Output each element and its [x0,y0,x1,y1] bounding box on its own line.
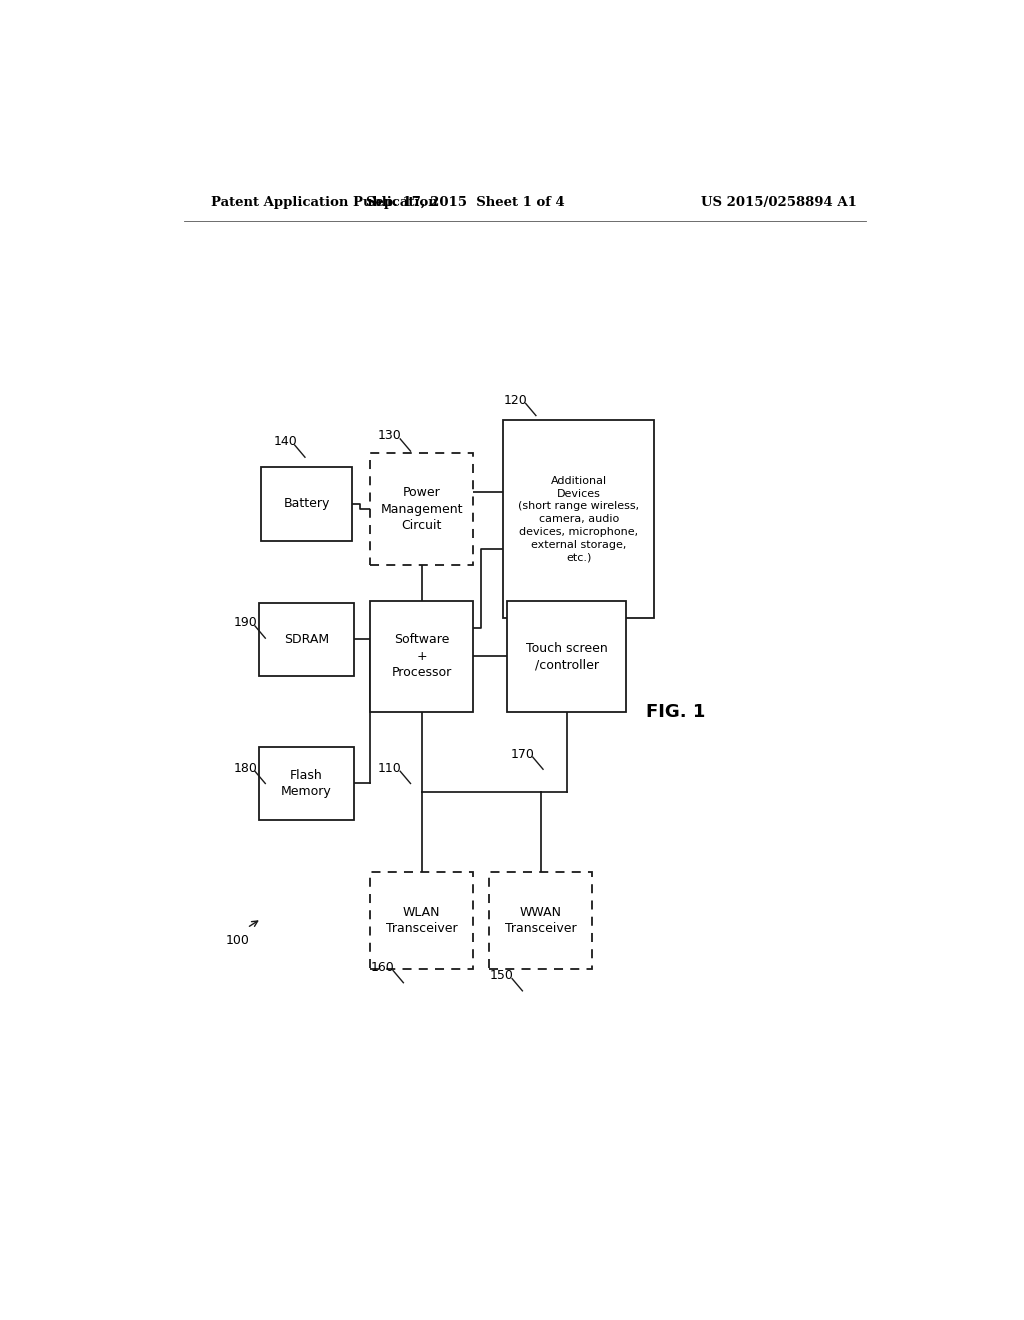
Text: Flash
Memory: Flash Memory [282,768,332,799]
Text: Additional
Devices
(short range wireless,
camera, audio
devices, microphone,
ext: Additional Devices (short range wireless… [518,475,639,562]
Text: 100: 100 [225,933,250,946]
FancyBboxPatch shape [504,420,654,618]
FancyBboxPatch shape [370,601,473,713]
Text: 160: 160 [371,961,394,974]
Text: 190: 190 [233,616,257,630]
Text: SDRAM: SDRAM [284,632,329,645]
Text: 120: 120 [504,393,527,407]
FancyBboxPatch shape [489,873,592,969]
FancyBboxPatch shape [259,602,354,676]
Text: Battery: Battery [284,498,330,511]
Text: Power
Management
Circuit: Power Management Circuit [380,486,463,532]
FancyBboxPatch shape [259,747,354,820]
Text: 130: 130 [378,429,401,442]
Text: Patent Application Publication: Patent Application Publication [211,195,438,209]
Text: 170: 170 [511,747,535,760]
FancyBboxPatch shape [370,873,473,969]
Text: FIG. 1: FIG. 1 [646,704,706,721]
Text: Sep. 17, 2015  Sheet 1 of 4: Sep. 17, 2015 Sheet 1 of 4 [366,195,564,209]
Text: 110: 110 [378,762,401,775]
FancyBboxPatch shape [261,467,352,541]
Text: US 2015/0258894 A1: US 2015/0258894 A1 [700,195,857,209]
FancyBboxPatch shape [507,601,627,713]
Text: 180: 180 [233,762,257,775]
FancyBboxPatch shape [370,453,473,565]
Text: WWAN
Transceiver: WWAN Transceiver [505,906,577,936]
Text: Software
+
Processor: Software + Processor [391,634,452,680]
Text: Touch screen
/controller: Touch screen /controller [526,642,607,671]
Text: 140: 140 [273,436,297,449]
Text: WLAN
Transceiver: WLAN Transceiver [386,906,458,936]
Text: 150: 150 [489,969,514,982]
